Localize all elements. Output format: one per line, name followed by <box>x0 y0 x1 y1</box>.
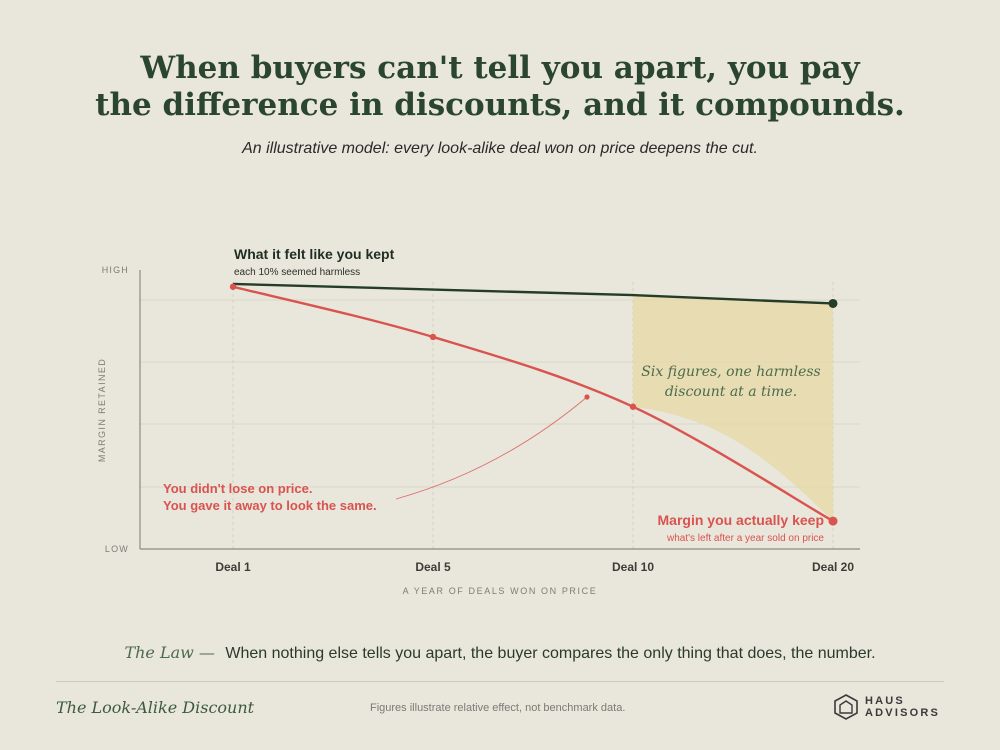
footer-note: Figures illustrate relative effect, not … <box>370 702 626 714</box>
y-axis-label: MARGIN RETAINED <box>97 358 107 462</box>
y-tick-label-low: LOW <box>105 544 129 554</box>
series-label-felt-kept: What it felt like you kept <box>234 246 395 262</box>
page-title: When buyers can't tell you apart, you pa… <box>0 50 1000 124</box>
law-statement: The Law — When nothing else tells you ap… <box>0 643 1000 663</box>
footer-divider <box>56 681 944 682</box>
series-sublabel-actual-kept: what's left after a year sold on price <box>666 533 824 544</box>
gap-annotation-line: discount at a time. <box>665 384 797 400</box>
x-axis-label: A YEAR OF DEALS WON ON PRICE <box>403 586 598 596</box>
callout-connector <box>395 396 588 500</box>
series-sublabel-felt-kept: each 10% seemed harmless <box>234 267 360 278</box>
margin-chart: HIGH LOW MARGIN RETAINED Deal 1 Deal 5 Deal 1… <box>97 246 860 596</box>
brand-name: HAUS ADVISORS <box>865 695 940 719</box>
brand-bottom: ADVISORS <box>865 707 941 719</box>
brand-top: HAUS <box>865 695 905 707</box>
callout-text-line: You didn't lose on price. <box>163 481 312 496</box>
x-tick-label: Deal 20 <box>812 560 854 574</box>
law-label: The Law — <box>124 643 215 662</box>
brand-logo: HAUS ADVISORS <box>834 694 940 720</box>
gap-annotation-line: Six figures, one harmless <box>641 364 820 380</box>
law-text: When nothing else tells you apart, the b… <box>225 645 876 662</box>
data-point-felt-kept <box>828 298 838 308</box>
house-hexagon-icon <box>834 694 858 720</box>
series-line-actual-kept <box>232 285 834 523</box>
title-line-1: When buyers can't tell you apart, you pa… <box>140 50 860 86</box>
x-tick-label: Deal 10 <box>612 560 654 574</box>
subtitle: An illustrative model: every look-alike … <box>242 140 758 157</box>
callout-text-line: You gave it away to look the same. <box>163 498 377 513</box>
data-point-actual-kept <box>229 283 237 290</box>
data-point-actual-kept <box>629 403 637 410</box>
series-label-actual-kept: Margin you actually keep <box>658 512 825 528</box>
footer-title: The Look-Alike Discount <box>56 698 255 717</box>
y-tick-label-high: HIGH <box>102 265 129 275</box>
series-line-felt-kept <box>232 282 834 305</box>
callout-anchor-point <box>584 394 590 400</box>
gap-fill-area <box>633 295 833 522</box>
x-tick-label: Deal 1 <box>215 560 251 574</box>
data-point-actual-kept <box>429 333 437 341</box>
x-tick-label: Deal 5 <box>415 560 451 574</box>
title-line-2: the difference in discounts, and it comp… <box>95 87 905 123</box>
data-point-actual-kept <box>828 516 838 526</box>
